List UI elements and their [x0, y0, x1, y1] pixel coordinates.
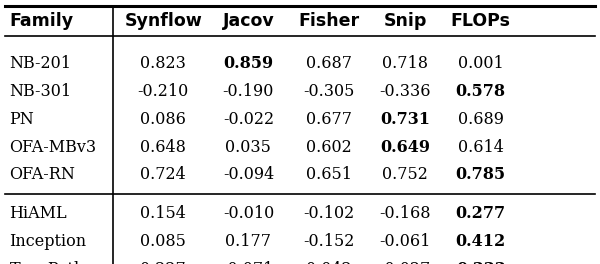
Text: HiAML: HiAML	[10, 205, 67, 222]
Text: 0.724: 0.724	[140, 166, 186, 183]
Text: Two-Path: Two-Path	[10, 261, 85, 264]
Text: Inception: Inception	[10, 233, 87, 250]
Text: 0.086: 0.086	[140, 111, 186, 128]
Text: NB-201: NB-201	[10, 55, 71, 72]
Text: 0.785: 0.785	[455, 166, 506, 183]
Text: 0.001: 0.001	[458, 55, 503, 72]
Text: -0.094: -0.094	[223, 166, 274, 183]
Text: 0.085: 0.085	[140, 233, 186, 250]
Text: 0.277: 0.277	[455, 205, 506, 222]
Text: Fisher: Fisher	[298, 12, 359, 30]
Text: 0.823: 0.823	[140, 55, 186, 72]
Text: Jacov: Jacov	[223, 12, 274, 30]
Text: 0.177: 0.177	[226, 233, 271, 250]
Text: -0.152: -0.152	[303, 233, 355, 250]
Text: -0.061: -0.061	[379, 233, 431, 250]
Text: Family: Family	[10, 12, 74, 30]
Text: -0.022: -0.022	[223, 111, 274, 128]
Text: -0.210: -0.210	[137, 83, 189, 100]
Text: 0.602: 0.602	[306, 139, 352, 155]
Text: 0.154: 0.154	[140, 205, 186, 222]
Text: Snip: Snip	[383, 12, 427, 30]
Text: 0.333: 0.333	[456, 261, 505, 264]
Text: 0.035: 0.035	[226, 139, 271, 155]
Text: FLOPs: FLOPs	[451, 12, 511, 30]
Text: 0.689: 0.689	[458, 111, 503, 128]
Text: OFA-MBv3: OFA-MBv3	[10, 139, 97, 155]
Text: NB-301: NB-301	[10, 83, 72, 100]
Text: 0.651: 0.651	[306, 166, 352, 183]
Text: 0.752: 0.752	[382, 166, 428, 183]
Text: -0.168: -0.168	[379, 205, 431, 222]
Text: 0.042: 0.042	[306, 261, 352, 264]
Text: 0.578: 0.578	[455, 83, 506, 100]
Text: OFA-RN: OFA-RN	[10, 166, 76, 183]
Text: 0.687: 0.687	[306, 55, 352, 72]
Text: -0.305: -0.305	[303, 83, 355, 100]
Text: -0.071: -0.071	[223, 261, 274, 264]
Text: -0.010: -0.010	[223, 205, 274, 222]
Text: 0.649: 0.649	[380, 139, 430, 155]
Text: 0.614: 0.614	[458, 139, 503, 155]
Text: 0.731: 0.731	[380, 111, 430, 128]
Text: 0.718: 0.718	[382, 55, 428, 72]
Text: -0.102: -0.102	[303, 205, 355, 222]
Text: -0.190: -0.190	[223, 83, 274, 100]
Text: -0.027: -0.027	[379, 261, 431, 264]
Text: PN: PN	[10, 111, 34, 128]
Text: 0.859: 0.859	[223, 55, 274, 72]
Text: Synflow: Synflow	[124, 12, 202, 30]
Text: 0.227: 0.227	[140, 261, 186, 264]
Text: 0.412: 0.412	[455, 233, 506, 250]
Text: 0.648: 0.648	[140, 139, 186, 155]
Text: -0.336: -0.336	[379, 83, 431, 100]
Text: 0.677: 0.677	[306, 111, 352, 128]
